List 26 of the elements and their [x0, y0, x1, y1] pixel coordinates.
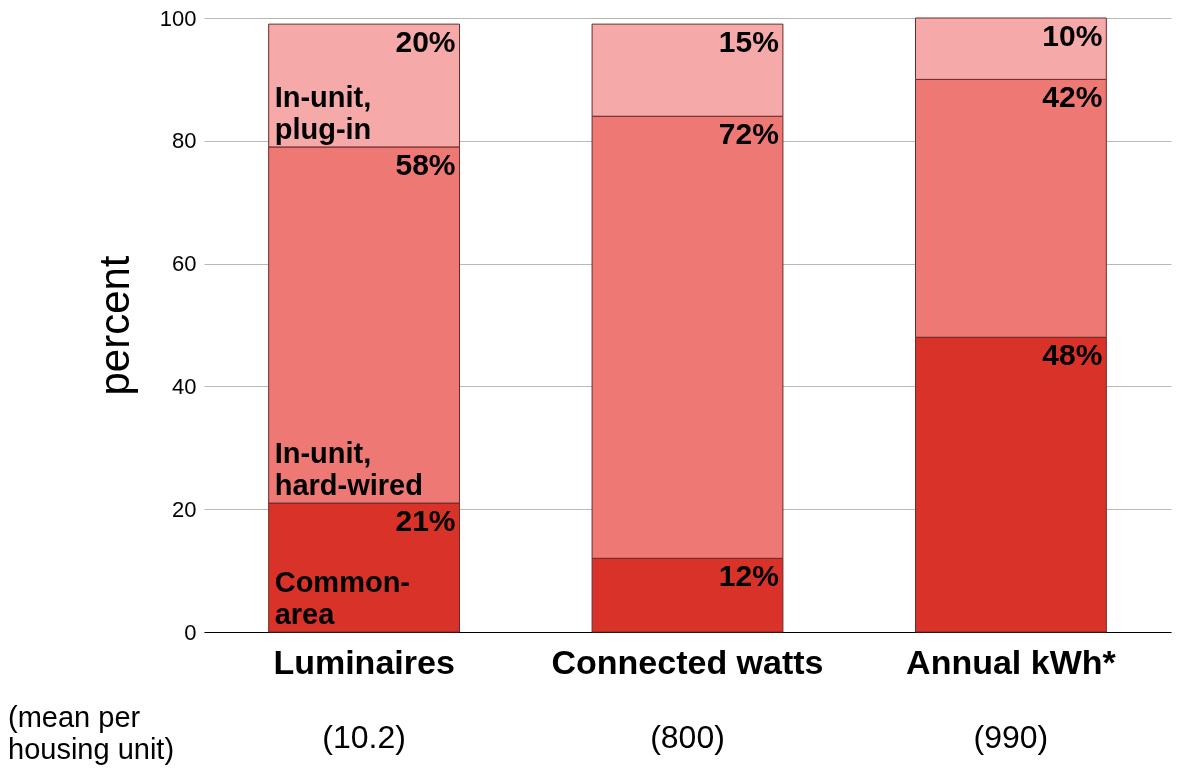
- data-label: 20%: [395, 25, 456, 59]
- series-label: In-unit, hard-wired: [274, 437, 423, 502]
- data-label: 58%: [395, 147, 456, 181]
- series-label: Common-area: [274, 566, 411, 630]
- series-label: In-unit, plug-in: [274, 80, 372, 145]
- y-tick-label: 40: [172, 373, 197, 399]
- text: (10.2): [322, 719, 406, 755]
- data-label: 42%: [1042, 80, 1103, 114]
- data-label: 48%: [1042, 338, 1103, 372]
- data-label: 15%: [718, 25, 779, 59]
- x-tick-label: Connected watts: [551, 642, 824, 681]
- data-label: 72%: [718, 117, 779, 151]
- y-tick-label: 80: [172, 128, 197, 154]
- y-tick-label: 100: [159, 5, 197, 31]
- y-tick-label: 0: [184, 619, 197, 645]
- data-label: 21%: [395, 504, 456, 538]
- x-tick-label: Luminaires: [273, 642, 455, 681]
- y-axis-title: percent: [90, 255, 138, 396]
- data-label: 12%: [718, 559, 779, 593]
- y-tick-label: 20: [172, 496, 197, 522]
- y-tick-label: 60: [172, 251, 197, 277]
- text: (800): [650, 719, 725, 755]
- x-tick-label: Annual kWh*: [906, 642, 1117, 681]
- text: (mean per housing unit): [8, 701, 175, 765]
- data-label: 10%: [1042, 19, 1103, 52]
- text: (990): [973, 719, 1049, 755]
